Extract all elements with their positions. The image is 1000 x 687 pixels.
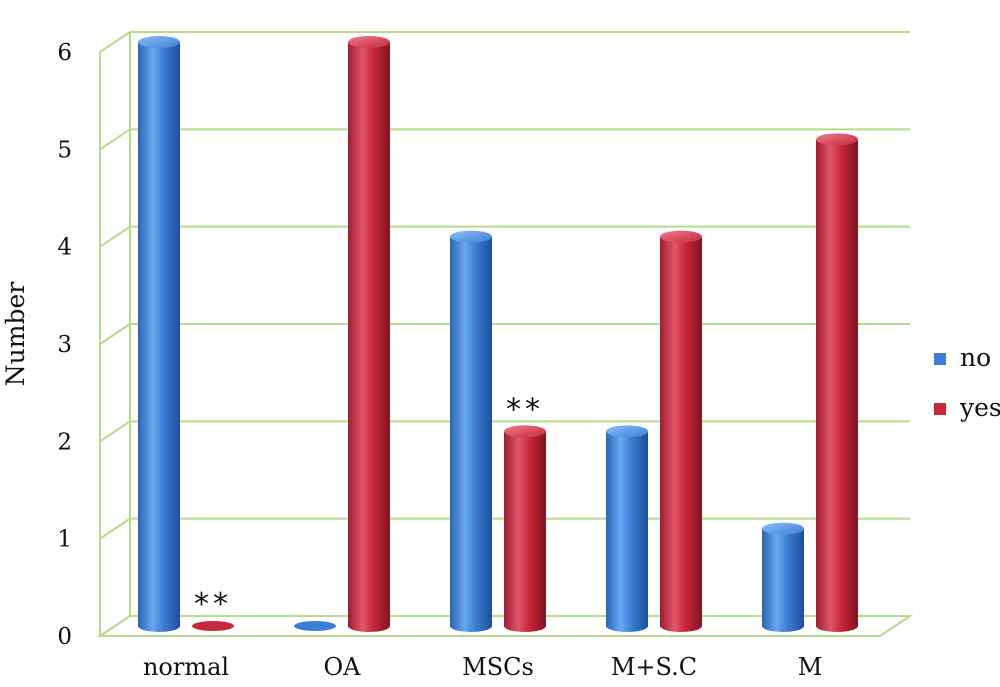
gridline-slant	[99, 517, 131, 540]
legend: no yes	[934, 343, 1000, 422]
bar-yes-m-s-c	[660, 230, 702, 632]
bar-no-oa	[294, 621, 336, 631]
bar-top	[816, 133, 858, 146]
bar-zero-disc	[294, 621, 336, 631]
bar-no-m	[762, 522, 804, 632]
gridline-slant	[99, 31, 131, 53]
bar-no-m-s-c	[606, 425, 648, 632]
significance-annotation: **	[194, 587, 232, 622]
bar-body	[606, 431, 648, 632]
y-tick-label: 5	[57, 137, 72, 163]
y-tick-label: 0	[57, 624, 72, 650]
x-tick-label: normal	[143, 653, 229, 681]
bar-body	[816, 139, 858, 633]
gridline-slant	[99, 420, 131, 443]
x-tick-label: M+S.C	[611, 653, 697, 681]
bar-no-mscs	[450, 230, 492, 632]
x-tick-label: MSCs	[462, 653, 534, 681]
bar-body	[450, 236, 492, 632]
bar-top	[606, 425, 648, 438]
bar-body	[762, 528, 804, 632]
bar-top	[504, 425, 546, 438]
y-tick-label: 6	[57, 40, 72, 66]
gridline-slant	[99, 128, 131, 151]
y-tick-label: 4	[57, 235, 72, 261]
bar-yes-oa	[348, 36, 390, 632]
y-tick-label: 3	[57, 332, 72, 358]
legend-swatch-yes	[934, 403, 946, 415]
labels: normal OA MSCs M+S.C M ** **	[143, 392, 822, 681]
bar-zero-disc	[192, 621, 234, 631]
y-axis-label: Number	[1, 282, 30, 386]
bar-body	[348, 42, 390, 632]
y-tick-label: 2	[57, 429, 72, 455]
legend-swatch-no	[934, 353, 946, 365]
bar-top	[660, 230, 702, 243]
bar-yes-mscs	[504, 425, 546, 632]
legend-label-no: no	[960, 343, 991, 372]
x-tick-label: OA	[323, 653, 361, 681]
bar-top	[348, 36, 390, 48]
bar-no-normal	[138, 36, 180, 632]
bar-body	[138, 42, 180, 632]
legend-label-yes: yes	[959, 393, 1000, 422]
bar-top	[138, 36, 180, 48]
bar-top	[450, 230, 492, 243]
axes: 0 1 2 3 4 5 6 Number	[1, 40, 72, 650]
bar-top	[762, 522, 804, 535]
bar-body	[504, 431, 546, 632]
significance-annotation: **	[506, 392, 544, 427]
bar-yes-m	[816, 133, 858, 633]
y-tick-label: 1	[57, 527, 72, 553]
x-tick-label: M	[798, 653, 823, 681]
bars	[138, 36, 858, 633]
gridline-slant	[99, 225, 131, 248]
grid	[96, 31, 914, 637]
bar-body	[660, 236, 702, 632]
bar-yes-normal	[192, 621, 234, 631]
gridline-slant	[99, 323, 131, 345]
